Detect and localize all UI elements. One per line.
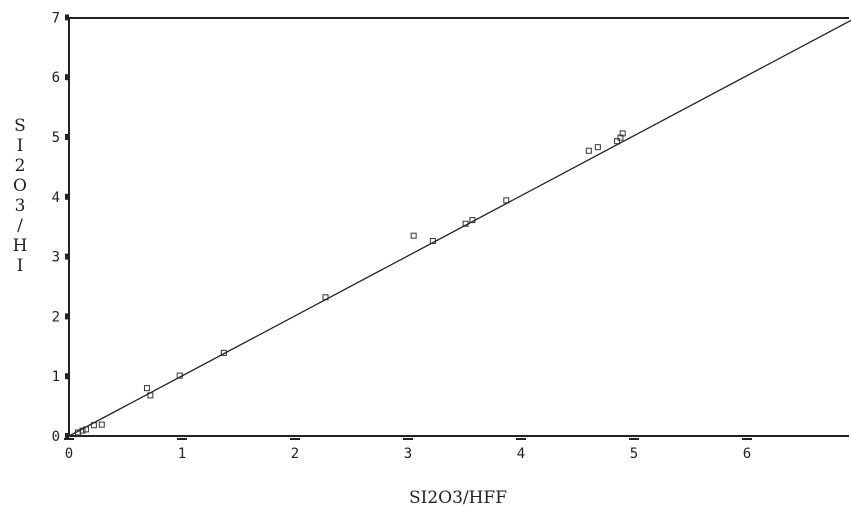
axis-ticks: 0 1 2 3 4 5 6 0 1 2 3 4 5 6 7: [52, 10, 752, 462]
y-axis-label-char: O: [13, 176, 27, 196]
data-point: [585, 147, 592, 154]
x-tick-label: 6: [743, 446, 751, 462]
data-point: [594, 144, 601, 151]
y-axis-label-char: I: [17, 256, 24, 276]
y-axis-label-char: 2: [15, 156, 26, 176]
data-point: [410, 232, 417, 239]
y-tick-mark: [65, 433, 69, 439]
y-axis-label-char: /: [17, 216, 23, 236]
data-marks: [68, 19, 851, 437]
plot-frame: [68, 17, 849, 437]
y-tick-label: 4: [52, 190, 60, 206]
x-tick-label: 5: [630, 446, 638, 462]
fit-line: [68, 19, 851, 437]
x-tick-label: 0: [65, 446, 73, 462]
y-axis-label-char: S: [14, 116, 26, 136]
data-point: [98, 421, 105, 428]
y-tick-label: 5: [52, 130, 60, 146]
data-point: [614, 138, 621, 145]
y-tick-label: 1: [52, 369, 60, 385]
data-point: [143, 385, 150, 392]
y-tick-mark: [65, 313, 69, 320]
y-tick-mark: [65, 14, 69, 21]
x-tick-label: 2: [291, 446, 299, 462]
data-point: [619, 130, 626, 137]
y-tick-mark: [65, 134, 69, 140]
y-axis-label-char: I: [17, 136, 24, 156]
y-axis-label-char: 3: [15, 196, 26, 216]
y-axis-label-char: H: [13, 236, 28, 256]
y-tick-mark: [65, 373, 69, 380]
x-axis-label: SI2O3/HFF: [409, 488, 507, 508]
y-axis-label: SI2O3/HI: [13, 116, 28, 276]
x-tick-label: 4: [517, 446, 525, 462]
x-tick-label: 1: [178, 446, 186, 462]
y-tick-label: 6: [52, 70, 60, 86]
y-tick-label: 7: [52, 10, 60, 26]
y-tick-mark: [65, 74, 69, 81]
y-tick-label: 2: [52, 309, 60, 325]
y-tick-label: 0: [52, 429, 60, 445]
y-tick-mark: [65, 193, 69, 200]
y-tick-label: 3: [52, 250, 60, 266]
y-tick-mark: [65, 253, 69, 260]
x-tick-label: 3: [404, 446, 412, 462]
